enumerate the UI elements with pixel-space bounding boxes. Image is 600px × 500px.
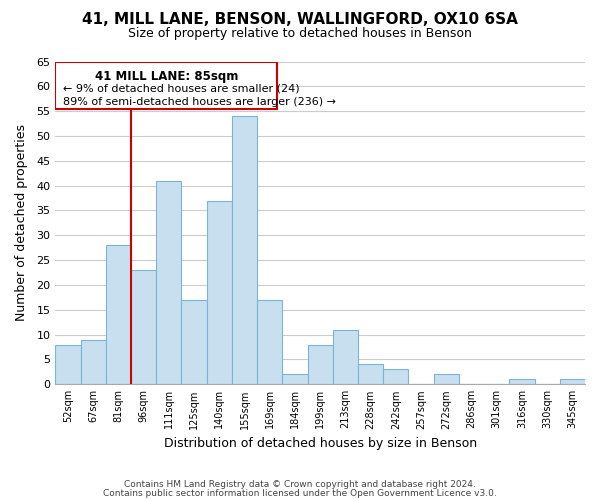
Bar <box>106 246 131 384</box>
X-axis label: Distribution of detached houses by size in Benson: Distribution of detached houses by size … <box>164 437 477 450</box>
Bar <box>156 180 181 384</box>
Bar <box>434 374 459 384</box>
Bar <box>181 300 206 384</box>
Bar <box>131 270 156 384</box>
Text: 41 MILL LANE: 85sqm: 41 MILL LANE: 85sqm <box>95 70 238 84</box>
Y-axis label: Number of detached properties: Number of detached properties <box>15 124 28 322</box>
Bar <box>333 330 358 384</box>
Bar <box>283 374 308 384</box>
Bar <box>257 300 283 384</box>
Text: ← 9% of detached houses are smaller (24): ← 9% of detached houses are smaller (24) <box>63 84 299 94</box>
Bar <box>80 340 106 384</box>
Bar <box>232 116 257 384</box>
Bar <box>560 380 585 384</box>
Bar <box>358 364 383 384</box>
Text: Contains HM Land Registry data © Crown copyright and database right 2024.: Contains HM Land Registry data © Crown c… <box>124 480 476 489</box>
Bar <box>55 344 80 385</box>
Text: 89% of semi-detached houses are larger (236) →: 89% of semi-detached houses are larger (… <box>63 98 336 108</box>
Bar <box>206 200 232 384</box>
Bar <box>383 370 409 384</box>
Text: Contains public sector information licensed under the Open Government Licence v3: Contains public sector information licen… <box>103 488 497 498</box>
Bar <box>55 62 277 108</box>
Bar <box>509 380 535 384</box>
Text: Size of property relative to detached houses in Benson: Size of property relative to detached ho… <box>128 28 472 40</box>
Bar <box>308 344 333 385</box>
Text: 41, MILL LANE, BENSON, WALLINGFORD, OX10 6SA: 41, MILL LANE, BENSON, WALLINGFORD, OX10… <box>82 12 518 28</box>
